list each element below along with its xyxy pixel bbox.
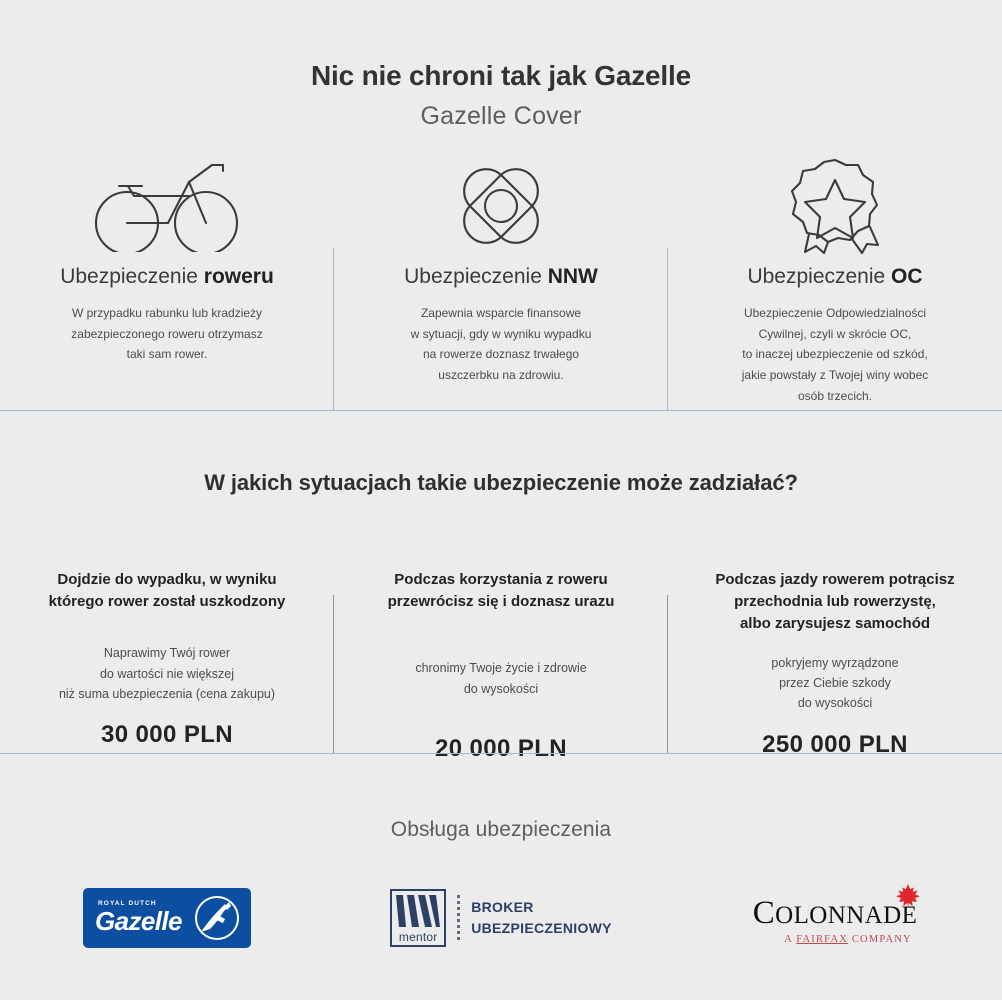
scenario-amount: 30 000 PLN — [100, 721, 234, 749]
mentor-logo: mentor BROKER UBEZPIECZENIOWY — [390, 888, 612, 947]
product-card-roweru: Ubezpieczenie roweru W przypadku rabunku… — [0, 160, 334, 410]
gazelle-logo: ROYAL DUTCH Gazelle — [83, 887, 251, 948]
column-divider — [333, 248, 334, 410]
partner-logos: ROYAL DUTCH Gazelle — [0, 875, 1002, 960]
scenario-description: Naprawimy Twój rower do wartości nie wię… — [58, 646, 276, 701]
colonnade-tagline: A FAIRFAX COMPANY — [779, 934, 918, 945]
scenario-title: Podczas jazdy rowerem potrącisz przechod… — [715, 571, 955, 633]
section-divider-bottom — [0, 753, 1002, 754]
column-divider — [667, 248, 668, 410]
scenarios-section: Dojdzie do wypadku, w wyniku którego row… — [0, 560, 1002, 762]
mentor-wordmark: mentor — [398, 929, 438, 944]
colonnade-logo: COLONNADE A FAIRFAX COMPANY — [752, 883, 921, 945]
colonnade-wordmark: COLONNADE — [752, 894, 918, 931]
product-heading-light: Ubezpieczenie — [747, 265, 892, 288]
product-card-oc: Ubezpieczenie OC Ubezpieczenie Odpowiedz… — [668, 158, 1002, 410]
section-divider-top — [0, 410, 1002, 411]
colonnade-name-rest: OLONNADE — [775, 901, 918, 929]
scenario-title: Dojdzie do wypadku, w wyniku którego row… — [48, 571, 286, 611]
gazelle-wordmark: ROYAL DUTCH Gazelle — [95, 899, 182, 937]
product-heading: Ubezpieczenie NNW — [348, 264, 654, 289]
product-heading-bold: roweru — [203, 265, 274, 288]
colonnade-initial: C — [752, 894, 776, 931]
logo-cell-mentor: mentor BROKER UBEZPIECZENIOWY — [334, 888, 668, 947]
product-description: W przypadku rabunku lub kradzieży zabezp… — [71, 306, 263, 362]
scenario-card-injury: Podczas korzystania z roweru przewrócisz… — [334, 560, 668, 762]
product-heading-bold: NNW — [547, 265, 598, 288]
product-heading-bold: OC — [891, 265, 923, 288]
logo-cell-colonnade: COLONNADE A FAIRFAX COMPANY — [668, 883, 1002, 945]
bicycle-icon — [14, 160, 320, 252]
product-heading-light: Ubezpieczenie — [404, 265, 548, 288]
mentor-mark-icon: mentor — [390, 888, 447, 947]
page-subtitle: Gazelle Cover — [420, 102, 582, 130]
page-title: Nic nie chroni tak jak Gazelle — [311, 60, 691, 91]
colonnade-tagline-a: A — [784, 933, 797, 945]
scenarios-heading: W jakich sytuacjach takie ubezpieczenie … — [204, 470, 798, 495]
maple-leaf-icon — [895, 883, 921, 914]
scenario-card-bike-damage: Dojdzie do wypadku, w wyniku którego row… — [0, 560, 334, 753]
scenario-card-liability: Podczas jazdy rowerem potrącisz przechod… — [668, 560, 1002, 758]
scenario-description: chronimy Twoje życie i zdrowie do wysoko… — [415, 661, 587, 696]
gazelle-emblem-icon — [194, 895, 240, 946]
gazelle-royal-dutch: ROYAL DUTCH — [98, 899, 157, 907]
scenario-amount: 250 000 PLN — [762, 731, 908, 759]
scenario-amount: 20 000 PLN — [434, 734, 568, 762]
colonnade-tagline-fairfax: FAIRFAX — [796, 933, 849, 945]
product-description: Ubezpieczenie Odpowiedzialności Cywilnej… — [741, 306, 929, 403]
products-section: Ubezpieczenie roweru W przypadku rabunku… — [0, 158, 1002, 410]
gazelle-name: Gazelle — [95, 906, 182, 937]
product-heading: Ubezpieczenie OC — [682, 264, 988, 289]
column-divider — [333, 595, 334, 753]
product-card-nnw: Ubezpieczenie NNW Zapewnia wsparcie fina… — [334, 160, 668, 410]
page-header: Nic nie chroni tak jak Gazelle Gazelle C… — [0, 58, 1002, 133]
product-description: Zapewnia wsparcie finansowe w sytuacji, … — [410, 306, 592, 383]
product-heading: Ubezpieczenie roweru — [14, 264, 320, 289]
colonnade-tagline-company: COMPANY — [848, 933, 912, 945]
mentor-tagline: BROKER UBEZPIECZENIOWY — [471, 899, 612, 936]
crossed-bandages-icon — [348, 160, 654, 252]
logo-cell-gazelle: ROYAL DUTCH Gazelle — [0, 887, 334, 948]
mentor-dotted-divider — [457, 894, 461, 941]
scenario-title: Podczas korzystania z roweru przewrócisz… — [387, 571, 615, 611]
partners-heading: Obsługa ubezpieczenia — [390, 818, 612, 841]
scenario-description: pokryjemy wyrządzone przez Ciebie szkody… — [771, 655, 899, 711]
badge-star-icon — [682, 158, 988, 255]
column-divider — [667, 595, 668, 753]
product-heading-light: Ubezpieczenie — [60, 265, 204, 288]
